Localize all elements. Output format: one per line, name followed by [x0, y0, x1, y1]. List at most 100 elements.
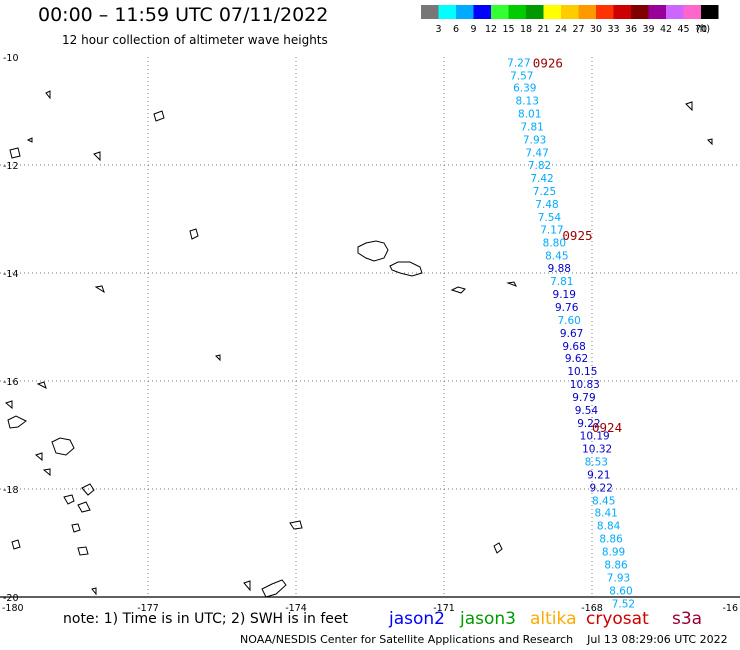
lat-tick-label: -20: [3, 593, 19, 604]
legend-satellite-jason3: jason3: [460, 609, 516, 629]
page-subtitle: 12 hour collection of altimeter wave hei…: [62, 33, 328, 47]
swh-value: 9.79: [572, 392, 595, 404]
lon-tick-label: -177: [137, 603, 159, 614]
swh-value: 7.60: [557, 315, 580, 327]
swh-value: 7.57: [510, 70, 533, 82]
lon-tick-label: -180: [2, 603, 24, 614]
swh-value: 7.82: [528, 160, 551, 172]
footer: NOAA/NESDIS Center for Satellite Applica…: [240, 633, 728, 646]
pass-time-label: 0925: [562, 228, 592, 243]
lat-tick-label: -18: [3, 485, 19, 496]
island-lau-c: [71, 523, 81, 533]
scale-label: 27: [572, 24, 584, 35]
island-kadavu: [63, 494, 75, 505]
scale-swatch: [631, 5, 649, 19]
island-lau-b: [77, 501, 91, 513]
swh-value: 7.81: [550, 276, 573, 288]
island-fiji-islet-d: [506, 281, 518, 287]
scale-label: 15: [502, 24, 514, 35]
scale-swatch: [543, 5, 561, 19]
swh-value: 8.41: [594, 508, 617, 520]
scale-swatch: [666, 5, 684, 19]
swh-value: 8.86: [604, 560, 628, 572]
island-fiji-islet-b: [26, 137, 33, 143]
scale-unit: (ft): [696, 24, 710, 35]
swh-value: 9.68: [562, 341, 585, 353]
swh-value: 7.27: [507, 57, 530, 69]
lat-tick-label: -14: [3, 269, 19, 280]
swh-value: 7.54: [538, 212, 562, 224]
swh-value: 8.60: [609, 585, 632, 597]
swh-value: 8.45: [592, 495, 615, 507]
scale-label: 30: [590, 24, 602, 35]
swh-value: 9.62: [565, 353, 588, 365]
swh-value: 9.67: [560, 328, 583, 340]
page-title: 00:00 – 11:59 UTC 07/11/2022: [38, 4, 329, 26]
scale-label: 45: [677, 24, 689, 35]
swh-value: 10.83: [570, 379, 600, 391]
scale-swatch: [683, 5, 701, 19]
swh-value: 9.54: [575, 405, 599, 417]
legend-satellite-s3a: s3a: [672, 609, 703, 629]
scale-label: 3: [435, 24, 441, 35]
scale-label: 24: [555, 24, 567, 35]
scale-label: 39: [642, 24, 654, 35]
swh-value: 8.80: [543, 238, 566, 250]
island-fiji-islet-c: [215, 354, 221, 362]
scale-swatch: [421, 5, 439, 19]
island-rotuma: [93, 151, 101, 162]
lon-tick-label: -16: [722, 603, 738, 614]
scale-label: 9: [470, 24, 476, 35]
scale-label: 18: [520, 24, 532, 35]
island-lau-a: [81, 483, 95, 496]
swh-value: 8.53: [585, 456, 608, 468]
island-swains: [94, 285, 105, 294]
island-fiji-islet-h: [36, 381, 47, 389]
pass-time-label: 0924: [592, 420, 622, 435]
swh-value: 7.47: [525, 148, 548, 160]
swh-value: 7.42: [530, 173, 553, 185]
swh-value: 8.13: [516, 96, 539, 108]
island-tonga-tongatapu: [261, 579, 287, 598]
scale-swatch: [526, 5, 544, 19]
swh-value: 6.39: [513, 83, 536, 95]
lon-tick-label: -171: [433, 603, 455, 614]
island-upolu: [357, 240, 389, 262]
lat-tick-label: -12: [3, 161, 19, 172]
swh-value: 9.19: [553, 289, 576, 301]
swh-value: 9.76: [555, 302, 579, 314]
scale-swatch: [578, 5, 596, 19]
swh-value: 9.22: [577, 418, 600, 430]
scale-label: 36: [625, 24, 637, 35]
island-fiji-north: [9, 147, 21, 159]
island-fiji-islet-f: [42, 468, 51, 477]
lat-tick-label: -16: [3, 377, 19, 388]
island-niue: [493, 542, 503, 554]
island-lau-e: [77, 546, 89, 556]
legend-note: note: 1) Time is in UTC; 2) SWH is in fe…: [63, 611, 349, 627]
swh-value: 7.25: [533, 186, 556, 198]
swh-value: 8.99: [602, 547, 625, 559]
legend-satellite-jason2: jason2: [389, 609, 445, 629]
scale-label: 21: [537, 24, 549, 35]
swh-value: 10.15: [567, 366, 597, 378]
island-viti-levu: [51, 437, 75, 456]
scale-swatch: [648, 5, 666, 19]
legend-satellite-cryosat: cryosat: [586, 609, 649, 629]
scale-swatch: [561, 5, 579, 19]
legend-satellite-altika: altika: [530, 609, 577, 629]
island-tutuila: [450, 286, 466, 294]
scale-swatch: [438, 5, 456, 19]
island-lau-d: [11, 539, 21, 550]
swh-value: 7.48: [535, 199, 558, 211]
footer-credit: NOAA/NESDIS Center for Satellite Applica…: [240, 633, 574, 646]
island-fiji-islet-a: [45, 90, 51, 100]
scale-swatch: [473, 5, 491, 19]
lon-tick-label: -174: [285, 603, 307, 614]
swh-value: 8.86: [599, 534, 623, 546]
scale-label: 6: [453, 24, 459, 35]
swh-value: 7.93: [523, 135, 546, 147]
island-tonga-haapai: [243, 580, 251, 592]
scale-swatch: [701, 5, 719, 19]
swh-value: 8.45: [545, 251, 568, 263]
